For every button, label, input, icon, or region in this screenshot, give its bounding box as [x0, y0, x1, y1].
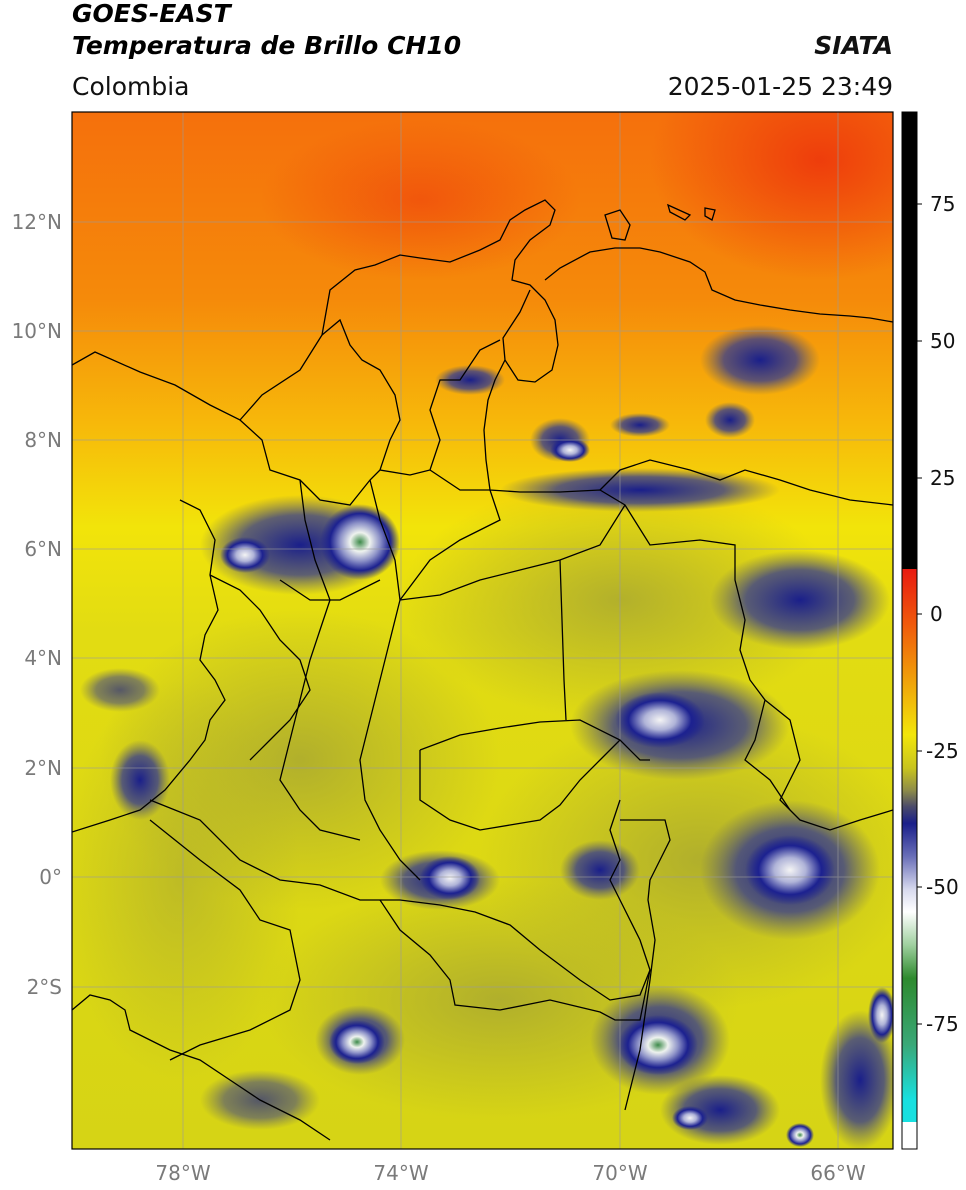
dept-borders-3: [279, 479, 361, 841]
lon-label: 74°W: [373, 1161, 428, 1185]
pacific-coast: [72, 499, 226, 833]
colombia-venezuela-border: [483, 359, 791, 811]
lat-label: 8°N: [24, 428, 62, 452]
region-label: Colombia: [72, 72, 190, 101]
graticule: [72, 112, 893, 1149]
dept-borders-4: [359, 479, 421, 881]
curacao: [666, 203, 692, 221]
colorbar-tick-label: 0: [930, 602, 943, 626]
bonaire: [704, 207, 716, 221]
latitude-labels: 12°N 10°N 8°N 6°N 4°N 2°N 0° 2°S: [12, 210, 62, 999]
longitude-labels: 78°W 74°W 70°W 66°W: [155, 1161, 865, 1185]
colombia-south-border: [149, 799, 651, 1001]
colorbar-tick-label: 25: [930, 466, 955, 490]
organization-label: SIATA: [814, 31, 893, 60]
colorbar-tick-label: 75: [930, 192, 955, 216]
colorbar-white-segment: [902, 1122, 917, 1149]
lon-label: 70°W: [592, 1161, 647, 1185]
lat-label: 10°N: [12, 319, 62, 343]
ecuador-coast: [72, 994, 331, 1141]
lat-label: 12°N: [12, 210, 62, 234]
dept-borders-2: [379, 339, 501, 476]
colorbar-tick-label: 50: [930, 329, 955, 353]
aruba: [604, 209, 631, 241]
caribbean-coast: [72, 199, 559, 421]
dept-borders-9: [419, 739, 621, 831]
boundaries: [72, 199, 893, 1141]
datetime-label: 2025-01-25 23:49: [667, 72, 893, 101]
dept-borders-6: [399, 469, 501, 601]
ecuador-peru-border: [149, 819, 301, 1061]
lat-label: 4°N: [24, 646, 62, 670]
colorbar-black-segment: [902, 112, 917, 569]
dept-borders-5: [399, 504, 626, 601]
dept-borders-1: [239, 318, 401, 506]
dept-borders-10: [279, 579, 381, 601]
brightness-temperature-imagery: [72, 112, 893, 1149]
map-frame: [71, 111, 894, 1150]
colorbar: 75 50 25 0 -25 -50 -75: [901, 111, 959, 1150]
dept-borders-8: [559, 559, 567, 721]
dept-borders-11: [209, 574, 311, 761]
lat-label: 2°N: [24, 756, 62, 780]
colorbar-tick-label: -75: [926, 1012, 959, 1036]
dept-borders-7: [419, 719, 650, 761]
venezuela-states: [599, 459, 893, 506]
lon-label: 66°W: [810, 1161, 865, 1185]
lat-label: 0°: [39, 865, 62, 889]
product-title: Temperatura de Brillo CH10: [72, 31, 462, 60]
colorbar-tick-label: -25: [926, 739, 959, 763]
venezuela-coast: [544, 247, 893, 323]
colorbar-frame: [901, 111, 918, 1150]
lat-label: 2°S: [27, 975, 62, 999]
satellite-title: GOES-EAST: [72, 0, 231, 28]
peru-border: [379, 899, 651, 1021]
colorbar-tick-label: -50: [926, 875, 959, 899]
lon-label: 78°W: [155, 1161, 210, 1185]
guyana-border: [764, 699, 893, 831]
colorbar-gradient: [902, 569, 917, 1122]
lat-label: 6°N: [24, 537, 62, 561]
brazil-border: [620, 819, 671, 1111]
